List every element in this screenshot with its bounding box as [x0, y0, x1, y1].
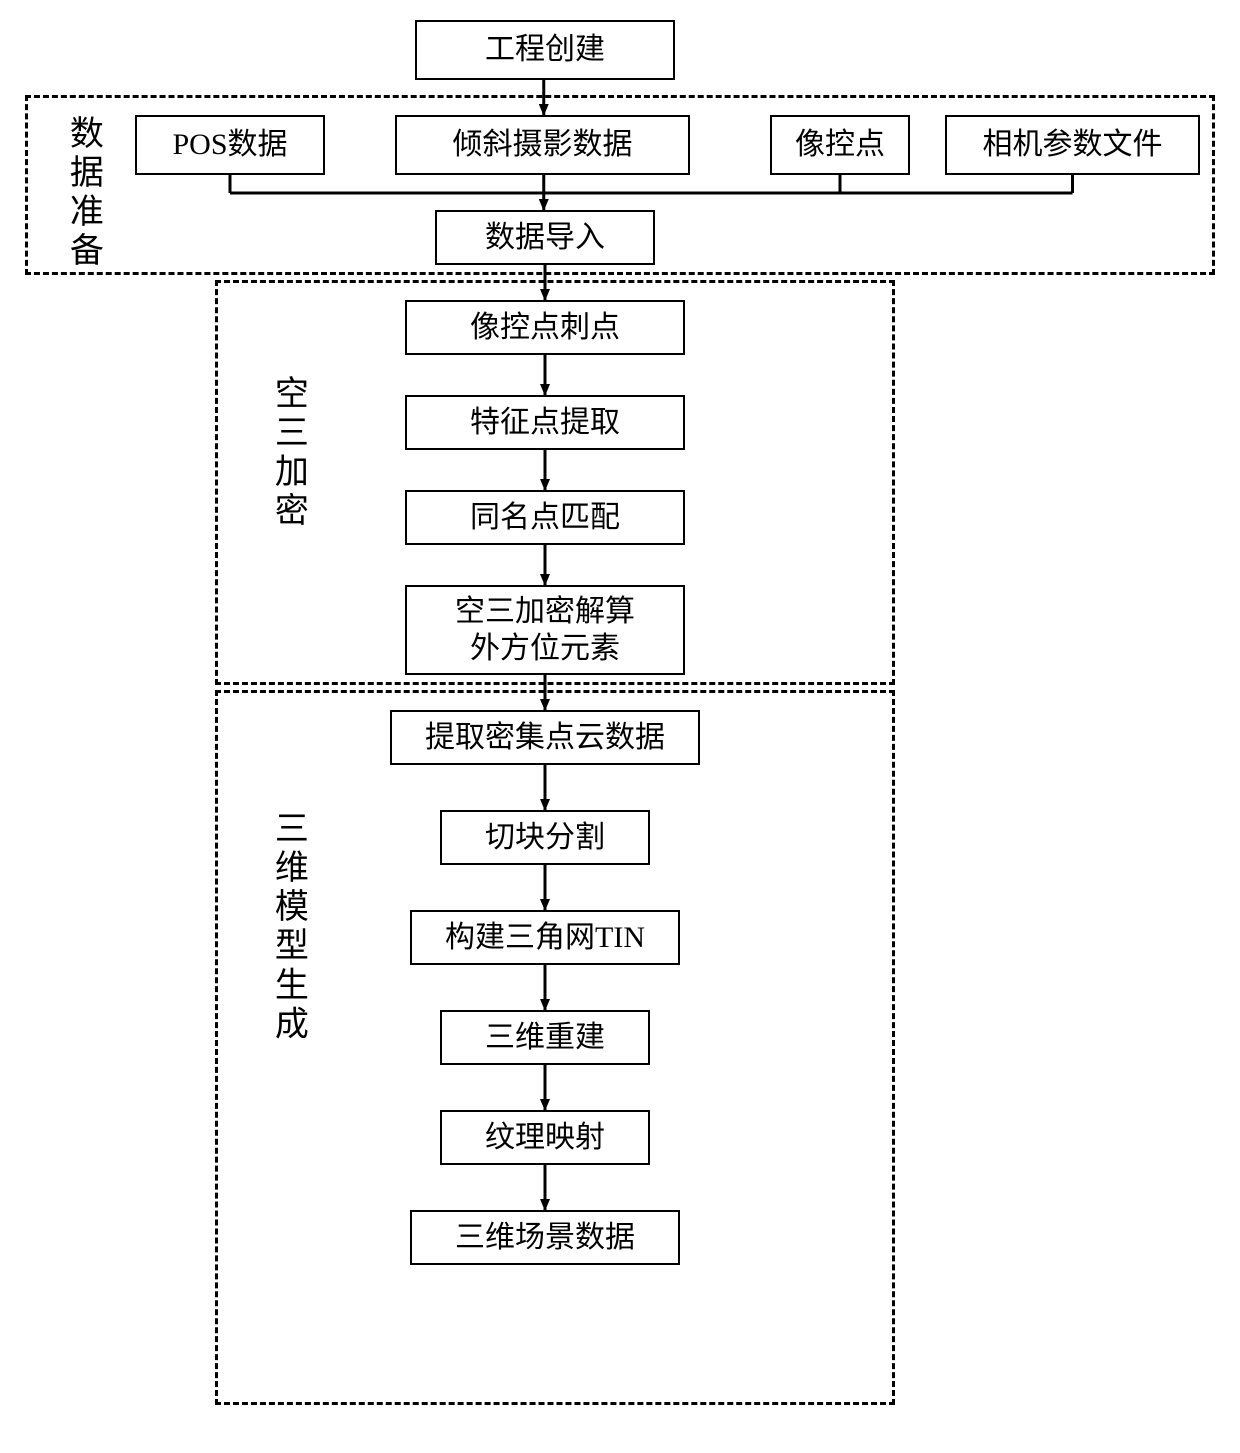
n-match: 同名点匹配	[405, 490, 685, 545]
n-camera: 相机参数文件	[945, 115, 1200, 175]
group-3d-model-label: 三维模型生成	[260, 810, 314, 1045]
n-pos: POS数据	[135, 115, 325, 175]
n-import: 数据导入	[435, 210, 655, 265]
n-oblique: 倾斜摄影数据	[395, 115, 690, 175]
n-texture: 纹理映射	[440, 1110, 650, 1165]
n-gcp: 像控点	[770, 115, 910, 175]
group-data-prep-label: 数据准备	[55, 115, 109, 271]
n-recon: 三维重建	[440, 1010, 650, 1065]
diagram-canvas: 数据准备空三加密三维模型生成 工程创建 POS数据 倾斜摄影数据 像控点相机参数文件数据…	[0, 0, 1240, 1453]
n-create: 工程创建	[415, 20, 675, 80]
n-prick: 像控点刺点	[405, 300, 685, 355]
n-tin: 构建三角网TIN	[410, 910, 680, 965]
n-dense: 提取密集点云数据	[390, 710, 700, 765]
n-feature: 特征点提取	[405, 395, 685, 450]
n-solve: 空三加密解算 外方位元素	[405, 585, 685, 675]
n-scene: 三维场景数据	[410, 1210, 680, 1265]
n-tile: 切块分割	[440, 810, 650, 865]
group-aerotri-label: 空三加密	[260, 375, 314, 531]
